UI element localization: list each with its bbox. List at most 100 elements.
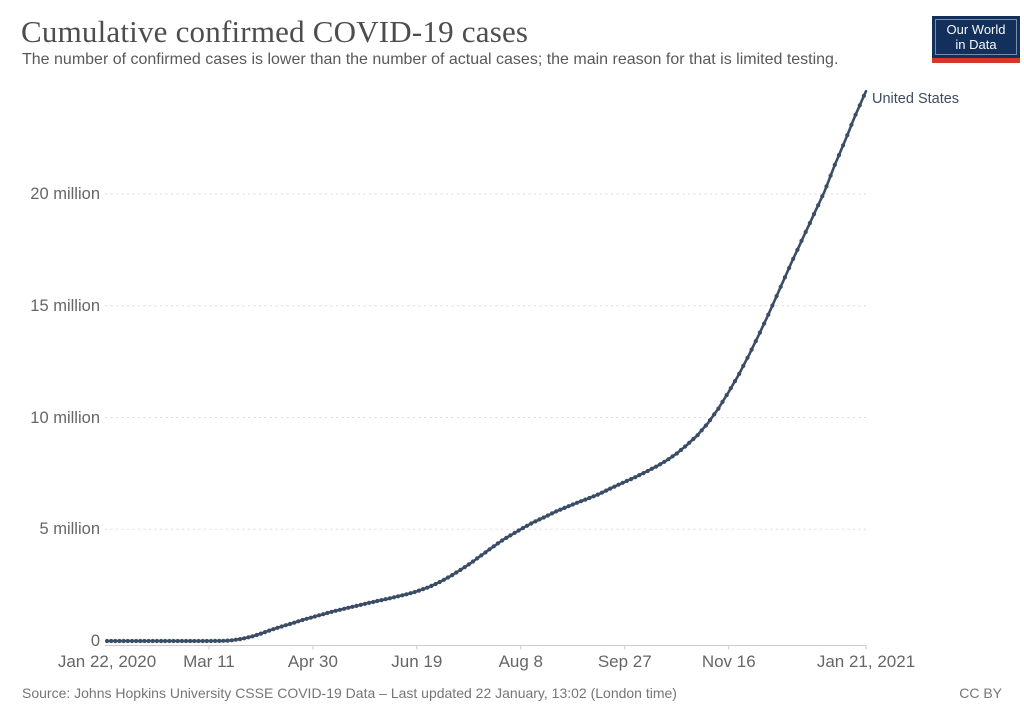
data-point-marker [816,203,821,208]
data-point-marker [608,486,613,491]
data-point-marker [504,535,509,541]
data-point-marker [628,477,634,482]
data-point-marker [512,530,517,536]
data-point-marker [304,616,309,621]
data-point-marker [537,517,542,522]
data-point-marker [329,609,334,615]
data-point-marker [362,601,367,607]
data-point-marker [129,638,135,644]
data-point-marker [533,519,538,524]
page-title: Cumulative confirmed COVID-19 cases [21,14,529,49]
data-point-marker [342,606,347,611]
data-point-marker [379,598,384,603]
data-point-marker [674,451,679,456]
data-point-marker [312,614,317,619]
data-point-marker [275,625,280,630]
data-point-marker [445,575,451,580]
x-axis-tick-label: Apr 30 [287,652,338,671]
data-point-marker [574,500,580,505]
data-point-marker [154,638,159,644]
data-point-marker [757,330,763,335]
data-point-marker [787,265,792,271]
data-point-marker [217,638,222,644]
data-point-marker [612,484,617,489]
data-point-marker [375,598,380,604]
data-point-marker [753,339,758,344]
data-point-marker [799,238,804,243]
data-point-marker [720,399,725,404]
data-point-marker [599,490,605,495]
data-point-marker [774,294,779,299]
owid-logo-box: Our World in Data [932,16,1020,58]
data-point-marker [820,194,825,199]
data-point-marker [221,638,226,643]
data-point-marker [262,630,268,635]
data-point-marker [658,462,663,467]
data-point-marker [545,513,550,518]
x-axis-tick-label: Jun 19 [391,652,443,671]
data-point-marker [171,638,176,644]
data-point-marker [803,229,808,235]
data-point-marker [462,565,467,570]
data-point-marker [204,638,209,644]
data-point-marker [554,509,559,514]
data-point-marker [724,393,729,398]
data-point-marker [387,596,392,601]
data-point-marker [358,602,363,608]
owid-logo[interactable]: Our World in Data [932,16,1020,63]
data-point-marker [167,638,172,644]
data-point-marker [695,433,700,438]
data-point-marker [649,466,654,471]
license-link[interactable]: CC BY [959,685,1002,701]
data-point-marker [549,511,555,516]
data-point-marker [233,637,238,642]
data-point-marker [254,632,259,638]
data-point-marker [113,638,118,644]
data-point-marker [836,153,842,158]
data-point-marker [699,428,704,433]
x-axis-tick-label: Jan 22, 2020 [57,652,157,671]
data-point-marker [242,636,247,641]
source-note: Source: Johns Hopkins University CSSE CO… [22,685,677,701]
data-point-marker [620,480,625,485]
data-point-marker [121,638,126,644]
data-point-marker [483,550,488,555]
data-point-marker [616,482,621,487]
data-point-marker [470,559,476,564]
data-point-marker [383,597,388,602]
data-point-marker [267,628,272,633]
data-point-marker [853,112,858,117]
data-point-marker [828,173,833,178]
y-axis-tick-label: 20 million [30,185,100,203]
data-point-marker [283,623,288,628]
data-point-marker [703,423,709,428]
data-point-marker [641,471,646,476]
data-point-marker [782,275,788,280]
data-point-marker [258,631,263,636]
data-point-marker [491,544,496,549]
data-point-marker [749,347,754,352]
data-point-marker [778,284,783,289]
owid-logo-line1: Our World [946,22,1006,37]
data-point-marker [770,303,775,308]
data-point-marker [691,436,696,442]
data-point-marker [475,556,480,561]
data-point-marker [841,143,846,148]
data-point-marker [741,363,746,368]
data-point-marker [570,502,575,507]
data-point-marker [271,627,276,632]
data-point-marker [487,547,492,552]
data-point-marker [396,594,401,599]
data-point-marker [300,617,305,623]
data-point-marker [400,593,405,598]
data-point-marker [653,464,659,469]
x-axis-tick-label: Jan 21, 2021 [816,652,916,671]
data-point-marker [188,638,193,644]
data-point-marker [712,412,717,417]
data-point-marker [508,533,513,538]
data-point-marker [633,475,638,480]
data-point-marker [558,507,563,512]
owid-logo-line2: in Data [955,37,997,52]
data-point-marker [516,528,521,533]
